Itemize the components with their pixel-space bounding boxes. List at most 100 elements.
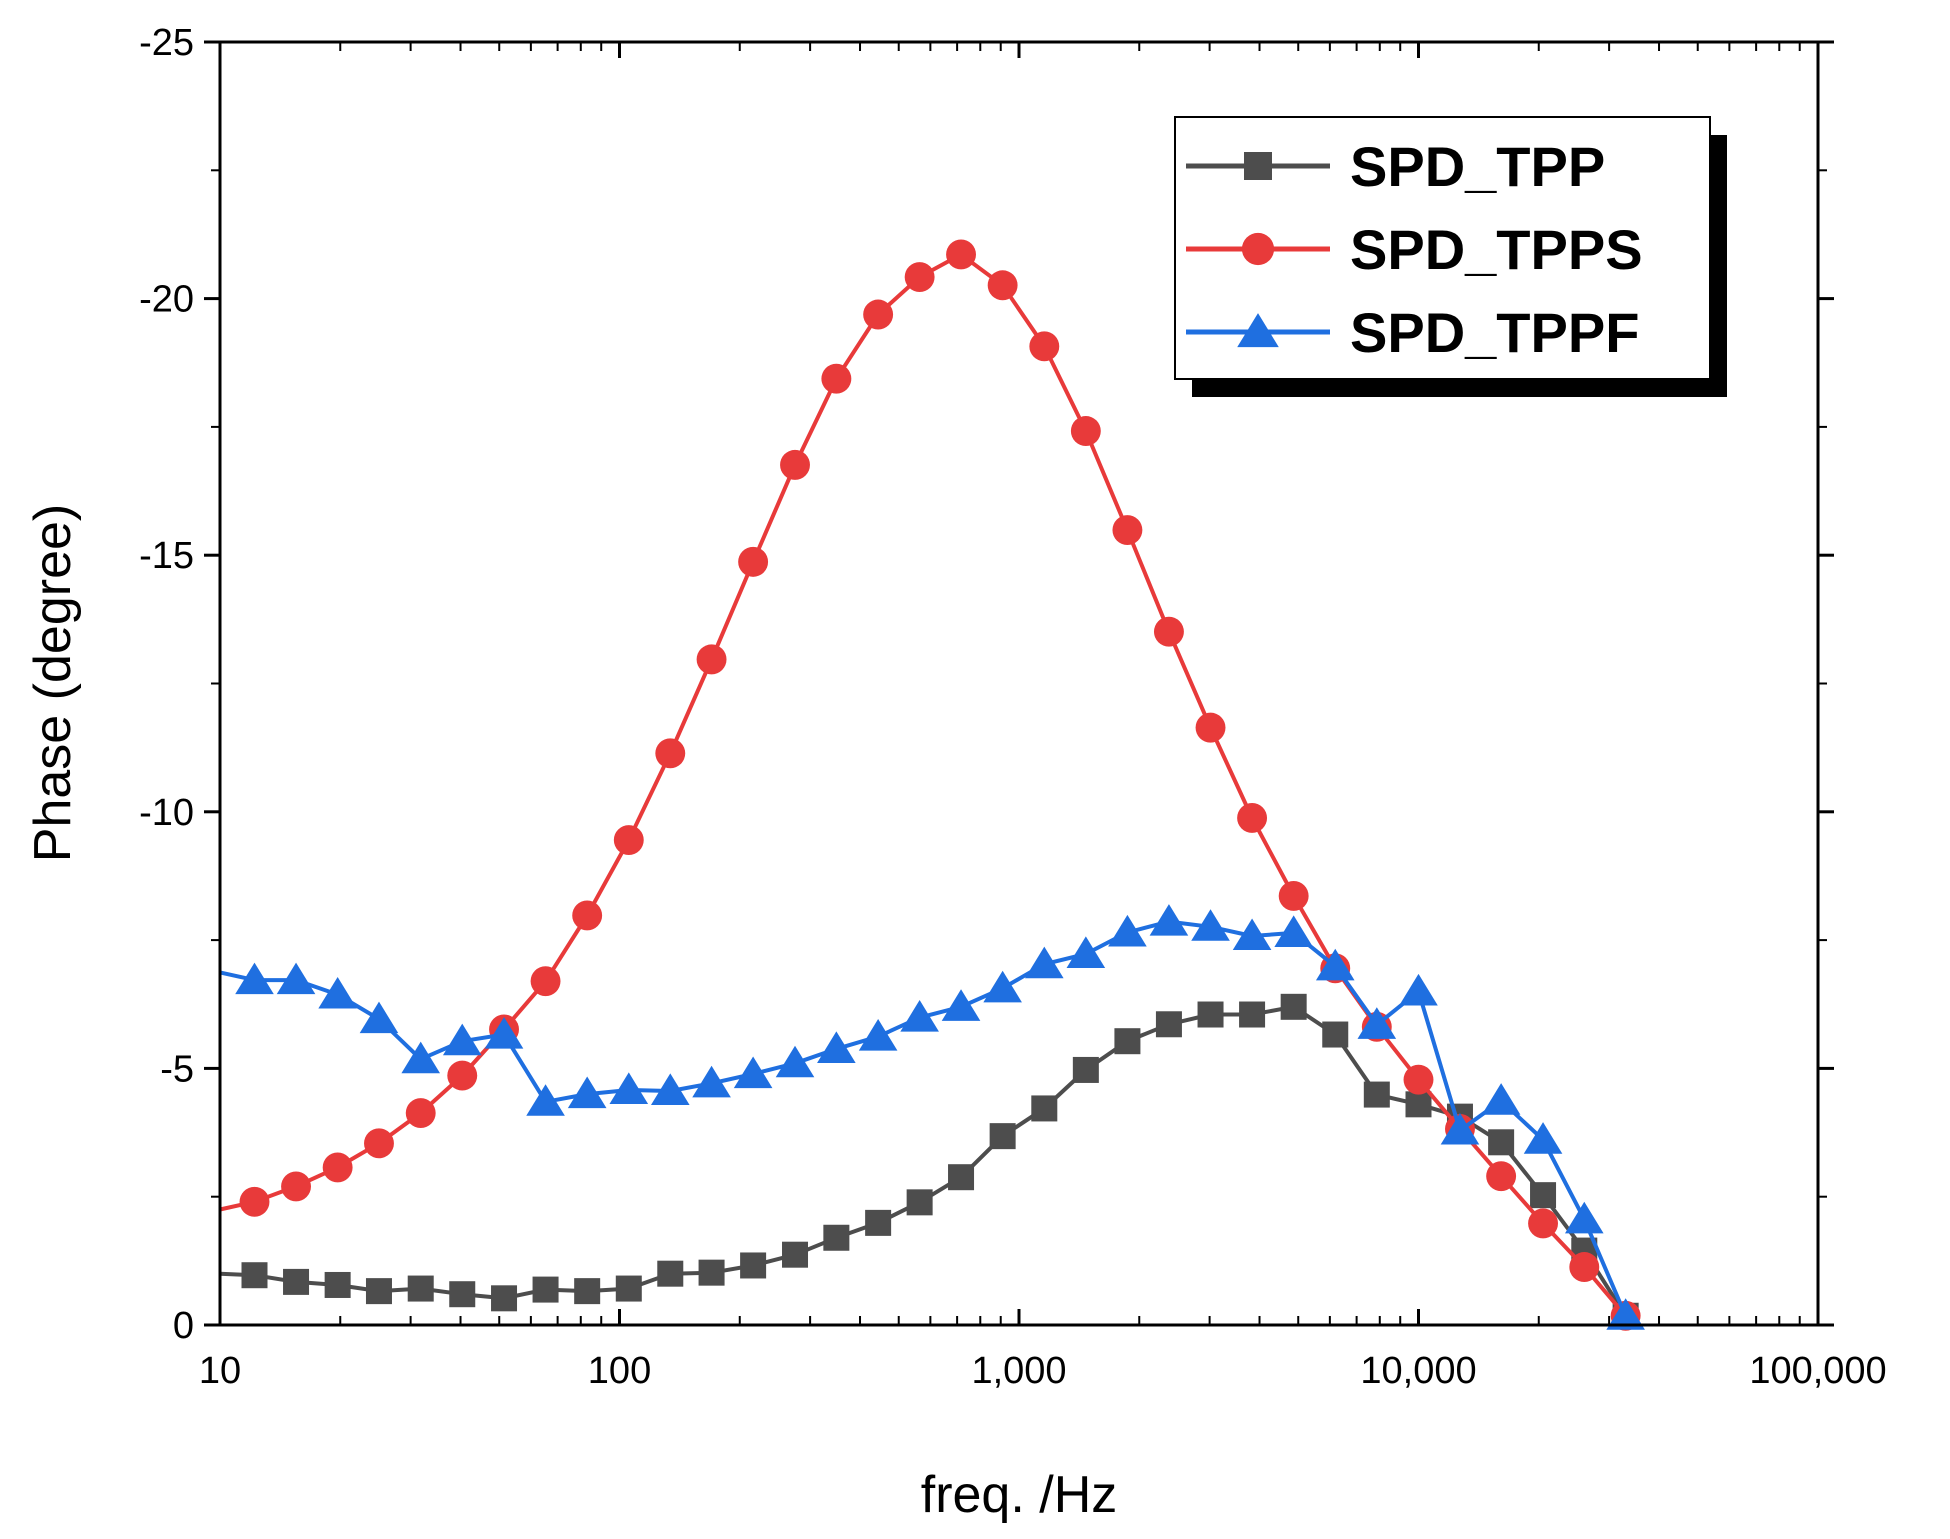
data-point — [1239, 1001, 1266, 1028]
legend-marker — [1237, 313, 1279, 348]
data-point — [1280, 993, 1307, 1020]
data-point — [1237, 803, 1268, 833]
y-tick-label: 0 — [173, 1305, 194, 1347]
legend-label: SPD_TPP — [1350, 135, 1605, 198]
data-point — [696, 644, 727, 675]
data-point — [865, 1209, 892, 1236]
data-point — [447, 1060, 478, 1091]
x-tick-label: 1,000 — [971, 1350, 1066, 1392]
data-point — [364, 1128, 394, 1159]
data-point — [526, 1084, 565, 1116]
data-point — [775, 1045, 815, 1078]
data-point — [530, 966, 561, 997]
data-point — [1197, 1001, 1224, 1028]
data-point — [1363, 1081, 1390, 1108]
data-point — [1481, 1083, 1521, 1115]
y-axis-title: Phase (degree) — [24, 504, 82, 862]
data-point — [817, 1031, 856, 1063]
data-point — [1232, 918, 1272, 951]
legend-entry: SPD_TPPF — [1186, 301, 1639, 364]
data-point — [1403, 1064, 1434, 1095]
data-point — [449, 1281, 476, 1308]
data-point — [318, 976, 357, 1009]
data-point — [359, 1001, 399, 1034]
legend-items: SPD_TPP SPD_TPPS SPD_TPPF — [1186, 135, 1643, 364]
data-point — [941, 989, 981, 1021]
legend-label: SPD_TPPS — [1350, 218, 1643, 281]
y-tick-label: -10 — [139, 792, 194, 834]
data-point — [1405, 1091, 1432, 1118]
data-point — [407, 1275, 434, 1302]
data-point — [1153, 616, 1184, 647]
series-layer — [219, 239, 1645, 1331]
data-point — [567, 1076, 607, 1109]
data-point — [821, 363, 852, 394]
data-point — [322, 1152, 353, 1183]
data-point — [1606, 1298, 1645, 1330]
legend-entry: SPD_TPP — [1186, 135, 1605, 198]
y-tick-label: -15 — [139, 535, 194, 577]
data-point — [283, 1268, 310, 1295]
data-point — [989, 1123, 1016, 1150]
data-point — [946, 239, 976, 270]
data-point — [1072, 1056, 1099, 1083]
data-point — [1112, 515, 1143, 546]
data-point — [1066, 936, 1106, 968]
data-point — [1488, 1129, 1515, 1156]
legend: SPD_TPP SPD_TPPS SPD_TPPF — [1174, 116, 1727, 397]
x-tick-label: 100 — [588, 1350, 651, 1392]
data-point — [1486, 1161, 1517, 1192]
data-point — [655, 738, 686, 769]
data-point — [906, 1189, 933, 1216]
data-point — [1024, 946, 1064, 979]
data-point — [904, 262, 935, 292]
data-point — [1322, 1021, 1349, 1048]
series-spd-tppf — [219, 904, 1645, 1330]
data-point — [987, 270, 1018, 301]
x-tick-label: 100,000 — [1749, 1350, 1886, 1392]
data-point — [276, 962, 316, 995]
data-point — [698, 1259, 725, 1286]
data-point — [574, 1278, 601, 1305]
data-point — [948, 1164, 975, 1191]
data-point — [1440, 1112, 1480, 1145]
data-point — [1149, 904, 1189, 936]
data-point — [365, 1278, 392, 1305]
ticks-layer: 10 100 1,000 10,000 100,000 0 -5 -10 -15 -20 -25 — [139, 22, 1887, 1392]
x-axis-title: freq. /Hz — [921, 1466, 1118, 1524]
data-point — [657, 1260, 684, 1287]
legend-entry: SPD_TPPS — [1186, 218, 1643, 281]
data-point — [1191, 909, 1230, 941]
data-point — [782, 1241, 809, 1268]
data-point — [1274, 915, 1313, 947]
data-point — [572, 900, 603, 931]
data-point — [1029, 331, 1060, 362]
data-point — [613, 825, 644, 855]
data-point — [983, 970, 1022, 1003]
x-tick-label: 10,000 — [1360, 1350, 1476, 1392]
data-point — [780, 449, 810, 480]
data-point — [1155, 1011, 1182, 1038]
data-point — [405, 1098, 436, 1128]
data-point — [1108, 914, 1147, 947]
data-point — [1569, 1252, 1600, 1282]
data-point — [324, 1271, 351, 1298]
data-point — [235, 962, 274, 995]
data-point — [738, 546, 769, 577]
data-point — [863, 299, 894, 330]
series-spd-tpps — [219, 239, 1641, 1331]
data-point — [1523, 1122, 1563, 1154]
data-point — [401, 1041, 441, 1074]
data-point — [1528, 1208, 1558, 1239]
data-point — [733, 1056, 773, 1089]
data-point — [615, 1275, 642, 1302]
data-point — [1564, 1201, 1604, 1234]
data-point — [1530, 1182, 1557, 1209]
data-point — [1031, 1095, 1058, 1122]
data-point — [442, 1023, 482, 1056]
legend-label: SPD_TPPF — [1350, 301, 1639, 364]
data-point — [1195, 712, 1226, 743]
y-tick-label: -25 — [139, 22, 194, 64]
y-tick-label: -5 — [160, 1048, 194, 1090]
